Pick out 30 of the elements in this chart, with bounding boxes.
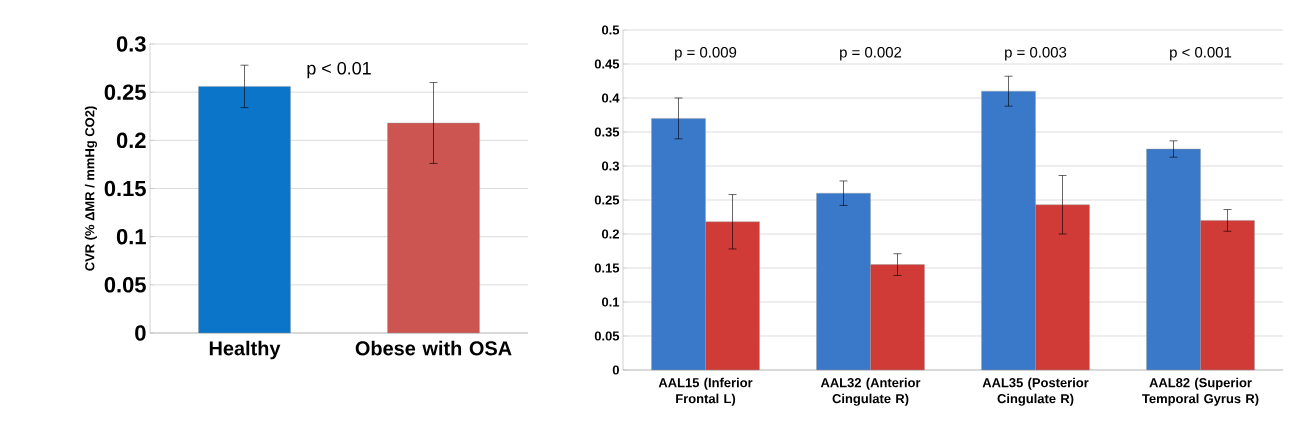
x-tick-label: Healthy	[209, 340, 281, 360]
y-tick-label: 0.3	[116, 36, 146, 52]
y-tick-label: 0.1	[602, 297, 620, 307]
annotation: p = 0.009	[675, 47, 737, 61]
y-tick-label: 0	[612, 365, 619, 375]
y-tick-label: 0.2	[116, 132, 146, 149]
y-tick-label: 0.15	[104, 180, 146, 197]
y-tick-label: 0.45	[594, 59, 620, 69]
y-tick-label: 0.3	[602, 161, 620, 171]
y-axis-title: CVR (% ΔMR / mmHg CO2)	[84, 106, 97, 271]
y-tick-label: 0.1	[116, 228, 146, 245]
annotation: p < 0.01	[307, 61, 371, 79]
y-tick-label: 0.15	[594, 263, 620, 273]
x-tick-label: Obese with OSA	[355, 340, 512, 356]
y-tick-label: 0.05	[104, 277, 146, 293]
y-tick-label: 0.35	[594, 127, 620, 137]
x-tick-label: AAL82 (Superior Temporal Gyrus R)	[1142, 377, 1259, 406]
annotation: p = 0.003	[1005, 47, 1067, 61]
y-tick-label: 0.4	[602, 93, 620, 103]
y-tick-label: 0.2	[602, 229, 619, 239]
y-tick-label: 0.25	[594, 195, 620, 205]
y-tick-label: 0	[135, 325, 146, 341]
y-tick-label: 0.05	[594, 331, 620, 341]
x-tick-label: AAL35 (Posterior Cingulate R)	[982, 377, 1089, 406]
x-tick-label: AAL32 (Anterior Cingulate R)	[820, 377, 921, 406]
annotation: p < 0.001	[1170, 47, 1232, 61]
x-tick-label: AAL15 (Inferior Frontal L)	[658, 377, 753, 406]
y-tick-label: 0.25	[104, 84, 146, 100]
y-tick-label: 0.5	[602, 25, 620, 35]
annotation: p = 0.002	[840, 47, 902, 61]
